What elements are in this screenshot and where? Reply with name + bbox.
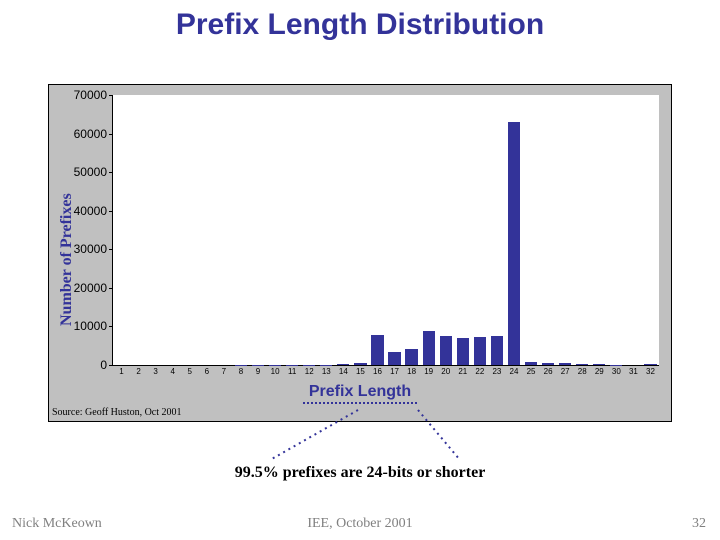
x-tick-label: 6 (205, 367, 209, 376)
bar (542, 363, 554, 365)
bar (576, 364, 588, 365)
y-tick-label: 10000 (74, 319, 113, 333)
callout-text: 99.5% prefixes are 24-bits or shorter (0, 464, 720, 482)
bar (252, 365, 264, 366)
bar (235, 365, 247, 366)
bars-group (113, 95, 659, 365)
bar (320, 365, 332, 366)
x-tick-label: 31 (629, 367, 638, 376)
x-tick-label: 16 (373, 367, 382, 376)
bar (644, 364, 656, 365)
x-tick-label: 24 (510, 367, 519, 376)
bar (423, 331, 435, 365)
x-tick-label: 11 (288, 367, 296, 376)
bar (593, 364, 605, 365)
x-tick-label: 21 (458, 367, 467, 376)
x-tick-label: 18 (407, 367, 416, 376)
x-axis-label: Prefix Length (303, 383, 417, 404)
y-tick-label: 20000 (74, 281, 113, 295)
bar (559, 363, 571, 365)
x-tick-label: 22 (475, 367, 484, 376)
x-tick-label: 20 (441, 367, 450, 376)
x-tick-label: 4 (170, 367, 174, 376)
x-tick-label: 19 (424, 367, 433, 376)
y-axis-label: Number of Prefixes (58, 193, 76, 326)
x-tick-label: 5 (188, 367, 192, 376)
bar (286, 365, 298, 366)
x-tick-label: 3 (153, 367, 157, 376)
x-tick-label: 29 (595, 367, 604, 376)
plot-area: 010000200003000040000500006000070000 123… (113, 95, 659, 365)
x-tick-label: 7 (222, 367, 226, 376)
x-tick-label: 10 (271, 367, 280, 376)
bar (525, 362, 537, 365)
x-tick-label: 12 (305, 367, 314, 376)
x-tick-label: 27 (561, 367, 570, 376)
bar (610, 365, 622, 366)
footer-page-number: 32 (692, 516, 706, 532)
bar (474, 337, 486, 365)
bar (388, 352, 400, 365)
footer-venue: IEE, October 2001 (0, 516, 720, 532)
x-tick-label: 32 (646, 367, 655, 376)
chart-container: 010000200003000040000500006000070000 123… (48, 84, 672, 422)
y-tick-label: 60000 (74, 127, 113, 141)
bar (457, 338, 469, 365)
slide-title: Prefix Length Distribution (0, 8, 720, 42)
x-tick-label: 15 (356, 367, 365, 376)
x-tick-label: 28 (578, 367, 587, 376)
x-tick-label: 13 (322, 367, 331, 376)
bar (303, 365, 315, 366)
x-tick-label: 9 (256, 367, 260, 376)
x-tick-label: 1 (119, 367, 123, 376)
x-tick-label: 17 (390, 367, 399, 376)
x-axis-label-wrap: Prefix Length (49, 383, 671, 404)
x-tick-label: 8 (239, 367, 243, 376)
x-tick-label: 14 (339, 367, 348, 376)
bar (337, 364, 349, 365)
x-tick-label: 25 (527, 367, 536, 376)
bar (491, 336, 503, 365)
x-tick-label: 2 (136, 367, 140, 376)
slide: Prefix Length Distribution 0100002000030… (0, 0, 720, 540)
bar (405, 349, 417, 365)
y-tick-label: 70000 (74, 88, 113, 102)
x-tick-label: 26 (544, 367, 553, 376)
bar (354, 363, 366, 365)
x-tick-label: 23 (492, 367, 501, 376)
bar (440, 336, 452, 365)
y-tick-label: 50000 (74, 165, 113, 179)
bar (371, 335, 383, 365)
x-tick-label: 30 (612, 367, 621, 376)
y-tick-label: 40000 (74, 204, 113, 218)
y-tick-label: 30000 (74, 242, 113, 256)
bar (269, 365, 281, 366)
bar (508, 122, 520, 365)
x-axis-line (112, 365, 659, 366)
source-text: Source: Geoff Huston, Oct 2001 (52, 407, 182, 418)
